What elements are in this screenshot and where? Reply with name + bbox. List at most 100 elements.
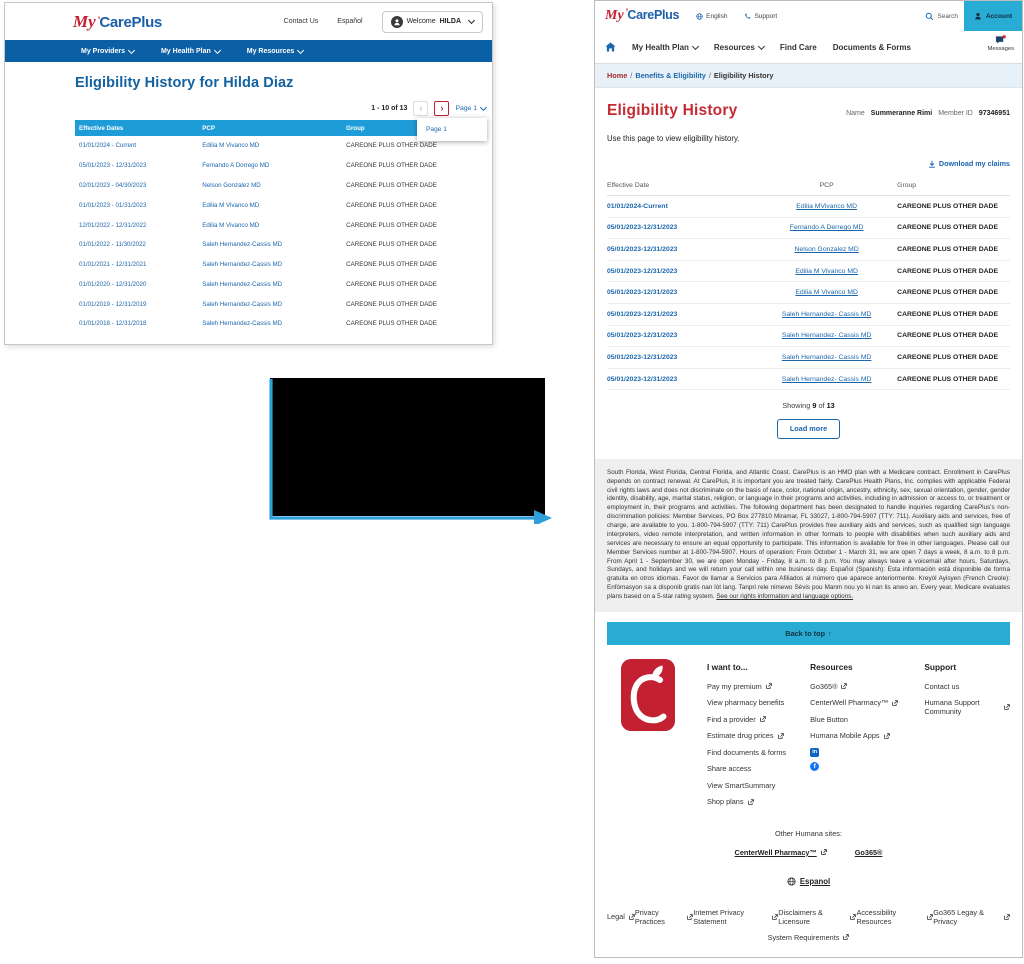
legal-links-row2: System Requirements bbox=[607, 933, 1010, 942]
other-site-link[interactable]: CenterWell Pharmacy™ bbox=[735, 848, 827, 857]
nav-my-providers[interactable]: My Providers bbox=[81, 46, 136, 55]
welcome-prefix: Welcome bbox=[406, 18, 436, 25]
support-links: Contact us Humana Support Community bbox=[924, 681, 1010, 716]
page-dropdown: Page 1 bbox=[417, 118, 487, 141]
effective-date-cell: 05/01/2023-12/31/2023 bbox=[607, 238, 757, 261]
footer-col-resources: Resources Go365® CenterWell Pharmacy™ Blue… bbox=[810, 659, 918, 771]
other-sites-label: Other Humana sites: bbox=[775, 828, 842, 838]
welcome-name: HILDA bbox=[439, 18, 461, 25]
external-link-icon bbox=[765, 683, 772, 690]
group-cell: CAREONE PLUS OTHER DADE bbox=[346, 162, 437, 170]
legal-link[interactable]: Legal bbox=[607, 908, 635, 926]
pcp-link[interactable]: Saleh Hernandez- Cassis MD bbox=[781, 375, 872, 383]
espanol-link[interactable]: Español bbox=[337, 18, 363, 25]
effective-dates-cell: 01/01/2018 - 12/31/2018 bbox=[79, 320, 147, 328]
table-row: 05/01/2023-12/31/2023 Saleh Hernandez- Ca… bbox=[607, 325, 1010, 348]
footer-link[interactable]: Humana Mobile Apps bbox=[810, 731, 918, 740]
pcp-link[interactable]: Saleh Hernandez- Cassis MD bbox=[781, 310, 872, 318]
other-sites-links: CenterWell Pharmacy™ Go365® bbox=[607, 848, 1010, 857]
footer-col-support: Support Contact us Humana Support Communi… bbox=[924, 659, 1010, 724]
careplus-logo: My ’ CarePlus bbox=[73, 12, 162, 32]
footer-link[interactable]: Shop plans bbox=[707, 797, 806, 806]
espanol-toggle[interactable]: Espanol bbox=[607, 877, 1010, 886]
table-row: 12/01/2022 - 12/31/2022 Edilia M Vivanco … bbox=[75, 215, 486, 235]
eligibility-table: Effective Date PCP Group 01/01/2024-Curr… bbox=[607, 176, 1010, 391]
member-id-label: Member ID bbox=[938, 110, 973, 117]
contact-us-link[interactable]: Contact Us bbox=[283, 18, 319, 25]
account-button[interactable]: Account bbox=[964, 1, 1022, 31]
page-dropdown-item[interactable]: Page 1 bbox=[426, 126, 447, 133]
footer-link[interactable]: Humana Support Community bbox=[924, 698, 1010, 716]
nav-documents-forms[interactable]: Documents & Forms bbox=[832, 42, 911, 52]
page-title: Eligibility History bbox=[607, 102, 738, 119]
breadcrumb-home[interactable]: Home bbox=[607, 71, 628, 80]
redesign-nav-bar: My Health Plan Resources Find Care Docum… bbox=[595, 31, 1022, 64]
globe-icon bbox=[787, 877, 796, 886]
group-cell: CAREONE PLUS OTHER DADE bbox=[897, 238, 1010, 261]
external-link-icon bbox=[850, 914, 857, 920]
footer-link[interactable]: Share access bbox=[707, 764, 752, 774]
group-cell: CAREONE PLUS OTHER DADE bbox=[897, 217, 1010, 240]
external-link-icon bbox=[629, 914, 635, 920]
effective-date-cell: 05/01/2023-12/31/2023 bbox=[607, 346, 757, 369]
pcp-link[interactable]: Nelson Gonzalez MD bbox=[794, 245, 859, 253]
language-toggle[interactable]: English bbox=[696, 13, 727, 20]
messages-button[interactable]: Messages bbox=[988, 35, 1014, 52]
search-button[interactable]: Search bbox=[925, 12, 958, 21]
footer-link[interactable]: CenterWell Pharmacy™ bbox=[810, 698, 918, 707]
page-select[interactable]: Page 1 bbox=[455, 103, 488, 112]
legacy-header: My ’ CarePlus Contact Us Español Welcome… bbox=[5, 3, 492, 40]
home-icon[interactable] bbox=[605, 42, 616, 52]
legal-link[interactable]: Disclaimers & Licensure bbox=[778, 908, 857, 926]
legal-link[interactable]: Privacy Practices bbox=[635, 908, 694, 926]
pcp-link[interactable]: Edilia M Vivanco MD bbox=[795, 289, 858, 297]
next-page-button[interactable]: › bbox=[434, 101, 450, 116]
group-cell: CAREONE PLUS OTHER DADE bbox=[346, 241, 437, 249]
member-name-label: Name bbox=[846, 110, 865, 117]
footer-link[interactable]: Blue Button bbox=[810, 714, 848, 724]
pcp-link[interactable]: Edilia M Vivanco MD bbox=[795, 267, 858, 275]
legal-text: South Florida, West Florida, Central Flo… bbox=[607, 468, 1010, 601]
load-more-button[interactable]: Load more bbox=[776, 418, 841, 439]
member-id-value: 97346951 bbox=[978, 110, 1010, 117]
nav-my-health-plan[interactable]: My Health Plan bbox=[161, 46, 221, 55]
pcp-link[interactable]: Edilia MVivanco MD bbox=[796, 202, 857, 210]
group-cell: CAREONE PLUS OTHER DADE bbox=[897, 303, 1010, 326]
breadcrumb-benefits[interactable]: Benefits & Eligibility bbox=[635, 71, 706, 80]
footer-link[interactable]: Find documents & forms bbox=[707, 747, 787, 757]
support-link[interactable]: Support bbox=[744, 13, 777, 20]
legal-link[interactable]: Accessibility Resources bbox=[856, 908, 934, 926]
pcp-link[interactable]: Saleh Hernandez- Cassis MD bbox=[781, 353, 872, 361]
footer-link[interactable]: View pharmacy benefits bbox=[707, 698, 785, 708]
page-title: Eligibility History for Hilda Diaz bbox=[75, 75, 294, 91]
facebook-icon[interactable]: f bbox=[810, 761, 820, 771]
prev-page-button[interactable]: ‹ bbox=[413, 101, 429, 116]
footer-link[interactable]: Go365® bbox=[810, 682, 918, 691]
legal-link[interactable]: System Requirements bbox=[768, 933, 850, 942]
nav-resources[interactable]: Resources bbox=[714, 42, 765, 52]
welcome-user-menu[interactable]: Welcome HILDA bbox=[381, 10, 483, 33]
group-cell: CAREONE PLUS OTHER DADE bbox=[897, 346, 1010, 369]
pcp-link[interactable]: Saleh Hernandez- Cassis MD bbox=[781, 332, 872, 340]
chevron-down-icon bbox=[213, 46, 221, 54]
rights-language-link[interactable]: See our rights information and language … bbox=[716, 593, 854, 601]
legacy-table-body: 01/01/2024 - Current Edilia M Vivanco MD C… bbox=[75, 136, 486, 334]
footer-link[interactable]: Find a provider bbox=[707, 715, 806, 724]
table-row: 01/01/2024-Current Edilia MVivanco MD CARE… bbox=[607, 195, 1010, 218]
linkedin-icon[interactable]: in bbox=[810, 747, 820, 757]
download-claims-link[interactable]: Download my claims bbox=[928, 159, 1010, 168]
legal-link[interactable]: Internet Privacy Statement bbox=[693, 908, 779, 926]
footer-link[interactable]: View SmartSummary bbox=[707, 780, 776, 790]
footer-link[interactable]: Pay my premium bbox=[707, 682, 806, 691]
back-to-top-button[interactable]: Back to top ↑ bbox=[607, 621, 1010, 645]
chevron-down-icon bbox=[691, 42, 699, 50]
footer-link[interactable]: Contact us bbox=[924, 681, 960, 691]
other-site-link[interactable]: Go365® bbox=[854, 847, 883, 857]
nav-my-health-plan[interactable]: My Health Plan bbox=[632, 42, 699, 52]
footer-link[interactable]: Estimate drug prices bbox=[707, 731, 806, 740]
nav-my-resources[interactable]: My Resources bbox=[247, 46, 305, 55]
pcp-link[interactable]: Fernando A Derrego MD bbox=[789, 224, 864, 232]
legal-link[interactable]: Go365 Legay & Privacy bbox=[933, 908, 1010, 926]
footer-col-title: I want to... bbox=[707, 661, 748, 672]
nav-find-care[interactable]: Find Care bbox=[779, 42, 817, 52]
